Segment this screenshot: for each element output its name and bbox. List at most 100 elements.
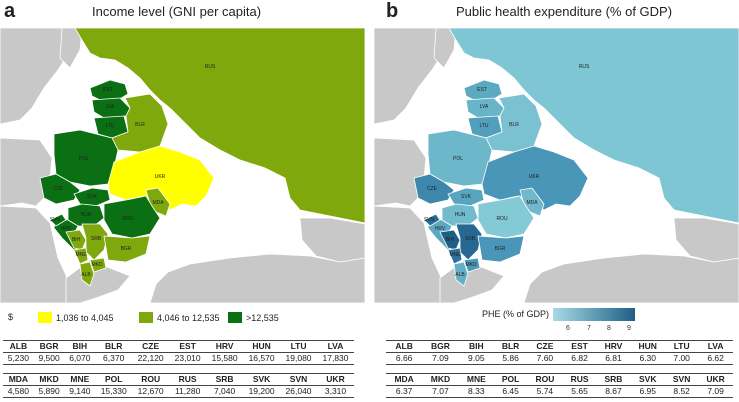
map-label-POL: POL	[79, 156, 89, 162]
value-cell: 5.74	[527, 385, 563, 398]
table-b-codes-row1: ALB BGR BIH BLR CZE EST HRV HUN LTU LVA	[386, 340, 733, 353]
map-label-BGR: BGR	[495, 246, 506, 252]
code-cell: SVK	[243, 373, 281, 386]
map-label-LTU: LTU	[479, 123, 488, 129]
value-cell: 6.62	[698, 352, 733, 365]
code-cell: LVA	[317, 340, 354, 353]
map-label-BGR: BGR	[121, 246, 132, 252]
code-cell: CZE	[132, 340, 170, 353]
code-cell: LTU	[280, 340, 318, 353]
map-label-ROU: ROU	[496, 216, 508, 222]
country-BLR	[111, 93, 169, 153]
code-cell: EST	[562, 340, 597, 353]
table-a-values-row1: 5,230 9,500 6,070 6,370 22,120 23,010 15…	[3, 352, 354, 365]
map-label-ALB: ALB	[81, 272, 91, 278]
country-UKR	[107, 145, 215, 211]
code-cell: MNE	[458, 373, 495, 386]
code-cell: ALB	[386, 340, 423, 353]
colorbar-tick: 6	[566, 325, 570, 332]
code-cell: UKR	[698, 373, 733, 386]
country-SVK	[73, 187, 111, 207]
country-RUS	[448, 28, 739, 224]
country-BIH	[439, 229, 461, 251]
value-cell: 22,120	[132, 352, 170, 365]
code-cell: MNE	[64, 373, 96, 386]
colorbar-tick: 8	[607, 325, 611, 332]
value-cell: 6.82	[562, 352, 597, 365]
panel-a-letter: a	[4, 0, 16, 22]
code-cell: ROU	[132, 373, 170, 386]
legend-currency: $	[8, 312, 14, 322]
country-UKR	[481, 145, 589, 211]
value-cell: 19,080	[280, 352, 318, 365]
code-cell: POL	[95, 373, 133, 386]
panel-b-letter: b	[386, 0, 399, 22]
code-cell: HRV	[596, 340, 631, 353]
map-label-CZE: CZE	[53, 186, 64, 192]
value-cell: 6.66	[386, 352, 423, 365]
map-label-MNE: MNE	[75, 252, 87, 258]
code-cell: SVN	[665, 373, 699, 386]
map-label-SRB: SRB	[91, 236, 102, 242]
code-cell: CZE	[527, 340, 563, 353]
code-cell: ALB	[3, 340, 34, 353]
colorbar-title: PHE (% of GDP)	[482, 309, 550, 319]
map-label-CZE: CZE	[427, 186, 438, 192]
value-cell: 15,330	[95, 385, 133, 398]
table-b-values-row2: 6.37 7.07 8.33 6.45 5.74 5.65 8.67 6.95 …	[386, 385, 733, 398]
country-SRB	[455, 223, 483, 261]
countries	[39, 28, 365, 287]
legend-swatch-mid	[139, 312, 153, 323]
country-BIH	[65, 229, 87, 251]
map-label-SVN: SVN	[50, 217, 61, 223]
value-cell: 3,310	[317, 385, 354, 398]
map-label-BIH: BIH	[446, 237, 455, 243]
table-a-codes-row2: MDA MKD MNE POL ROU RUS SRB SVK SVN UKR	[3, 373, 354, 386]
income-table: ALB BGR BIH BLR CZE EST HRV HUN LTU LVA …	[3, 340, 354, 398]
value-cell: 16,570	[243, 352, 281, 365]
legend-swatch-low	[38, 312, 52, 323]
value-cell: 8.33	[458, 385, 495, 398]
table-b-values-row1: 6.66 7.09 9.05 5.86 7.60 6.82 6.81 6.30 …	[386, 352, 733, 365]
country-SRB	[81, 223, 109, 261]
legend-swatch-high	[228, 312, 242, 323]
map-label-ALB: ALB	[455, 272, 465, 278]
value-cell: 6.81	[596, 352, 631, 365]
country-RUS	[74, 28, 365, 224]
value-cell: 11,280	[169, 385, 207, 398]
country-BGR	[477, 235, 525, 263]
map-label-UKR: UKR	[529, 174, 540, 180]
code-cell: HUN	[630, 340, 666, 353]
country-BLR	[485, 93, 543, 153]
country-MNE	[73, 247, 89, 265]
code-cell: ROU	[527, 373, 563, 386]
code-cell: HRV	[206, 340, 244, 353]
map-label-RUS: RUS	[579, 64, 590, 70]
legend-label-mid: 4,046 to 12,535	[157, 313, 220, 323]
code-cell: MDA	[386, 373, 423, 386]
map-label-RUS: RUS	[205, 64, 216, 70]
map-label-SVN: SVN	[424, 217, 435, 223]
table-b-codes-row2: MDA MKD MNE POL ROU RUS SRB SVK SVN UKR	[386, 373, 733, 386]
map-label-EST: EST	[103, 87, 113, 93]
value-cell: 5,890	[33, 385, 65, 398]
country-SVK	[447, 187, 485, 207]
value-cell: 6,370	[95, 352, 133, 365]
value-cell: 6.45	[494, 385, 528, 398]
code-cell: MKD	[422, 373, 459, 386]
country-ROU	[477, 195, 535, 239]
legend-label-low: 1,036 to 4,045	[56, 313, 114, 323]
value-cell: 19,200	[243, 385, 281, 398]
map-label-BIH: BIH	[72, 237, 81, 243]
value-cell: 7.09	[698, 385, 733, 398]
country-BGR	[103, 235, 151, 263]
value-cell: 6.30	[630, 352, 666, 365]
code-cell: BIH	[458, 340, 495, 353]
value-cell: 23,010	[169, 352, 207, 365]
legend-label-high: >12,535	[246, 313, 279, 323]
